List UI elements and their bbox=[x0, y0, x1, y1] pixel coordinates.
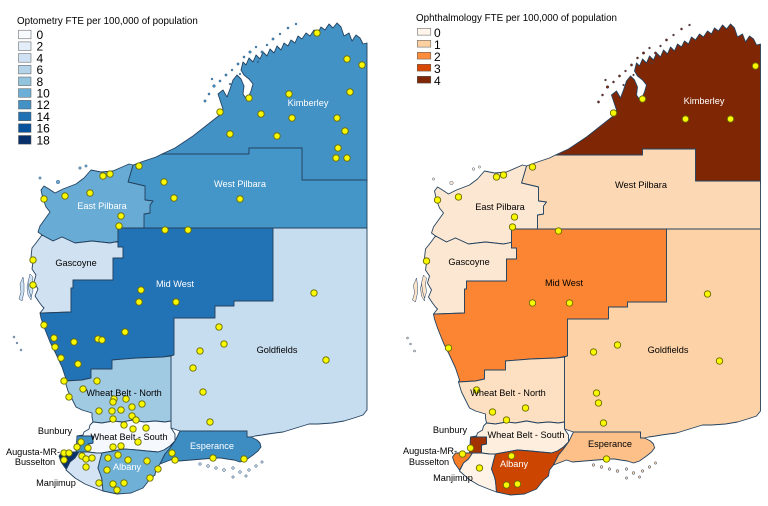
svg-text:Esperance: Esperance bbox=[588, 439, 632, 449]
svg-text:Wheat Belt - North: Wheat Belt - North bbox=[86, 388, 162, 398]
svg-text:6: 6 bbox=[37, 63, 44, 77]
svg-text:Wheat Belt - South: Wheat Belt - South bbox=[487, 430, 564, 440]
svg-text:Bunbury: Bunbury bbox=[38, 426, 73, 436]
svg-text:Manjimup: Manjimup bbox=[433, 473, 473, 483]
svg-text:0: 0 bbox=[434, 26, 441, 40]
svg-text:West Pilbara: West Pilbara bbox=[214, 179, 267, 189]
svg-text:Gascoyne: Gascoyne bbox=[55, 258, 96, 268]
svg-text:Gascoyne: Gascoyne bbox=[448, 257, 489, 267]
svg-text:10: 10 bbox=[37, 87, 51, 101]
svg-text:Albany: Albany bbox=[113, 462, 141, 472]
svg-text:Kimberley: Kimberley bbox=[288, 98, 329, 108]
svg-text:Wheat Belt - South: Wheat Belt - South bbox=[90, 432, 167, 442]
svg-text:East Pilbara: East Pilbara bbox=[475, 202, 525, 212]
svg-text:Esperance: Esperance bbox=[190, 441, 234, 451]
svg-text:3: 3 bbox=[434, 62, 441, 76]
svg-text:Ophthalmology FTE per 100,000: Ophthalmology FTE per 100,000 of populat… bbox=[416, 13, 617, 24]
svg-text:2: 2 bbox=[434, 50, 441, 64]
svg-text:Busselton: Busselton bbox=[409, 457, 449, 467]
svg-text:12: 12 bbox=[37, 98, 51, 112]
svg-text:Kimberley: Kimberley bbox=[684, 96, 725, 106]
svg-text:4: 4 bbox=[434, 74, 441, 88]
svg-text:Mid West: Mid West bbox=[545, 278, 584, 288]
svg-text:Augusta-MR-: Augusta-MR- bbox=[403, 446, 457, 456]
svg-text:Goldfields: Goldfields bbox=[257, 345, 298, 355]
svg-text:16: 16 bbox=[37, 122, 51, 136]
svg-text:1: 1 bbox=[434, 38, 441, 52]
svg-text:Manjimup: Manjimup bbox=[36, 478, 76, 488]
svg-text:Busselton: Busselton bbox=[15, 457, 55, 467]
svg-text:0: 0 bbox=[37, 28, 44, 42]
svg-text:18: 18 bbox=[37, 133, 51, 147]
svg-text:4: 4 bbox=[37, 51, 44, 65]
svg-text:West Pilbara: West Pilbara bbox=[615, 180, 668, 190]
svg-text:Augusta-MR-: Augusta-MR- bbox=[6, 447, 60, 457]
svg-text:Optometry FTE per 100,000 of p: Optometry FTE per 100,000 of population bbox=[17, 16, 198, 27]
svg-text:Wheat Belt - North: Wheat Belt - North bbox=[470, 388, 546, 398]
svg-text:Bunbury: Bunbury bbox=[433, 425, 468, 435]
svg-text:Mid West: Mid West bbox=[156, 279, 195, 289]
svg-text:14: 14 bbox=[37, 110, 51, 124]
svg-text:East Pilbara: East Pilbara bbox=[77, 201, 127, 211]
svg-text:2: 2 bbox=[37, 40, 44, 54]
svg-text:Goldfields: Goldfields bbox=[648, 345, 689, 355]
svg-text:8: 8 bbox=[37, 75, 44, 89]
svg-text:Albany: Albany bbox=[500, 459, 528, 469]
